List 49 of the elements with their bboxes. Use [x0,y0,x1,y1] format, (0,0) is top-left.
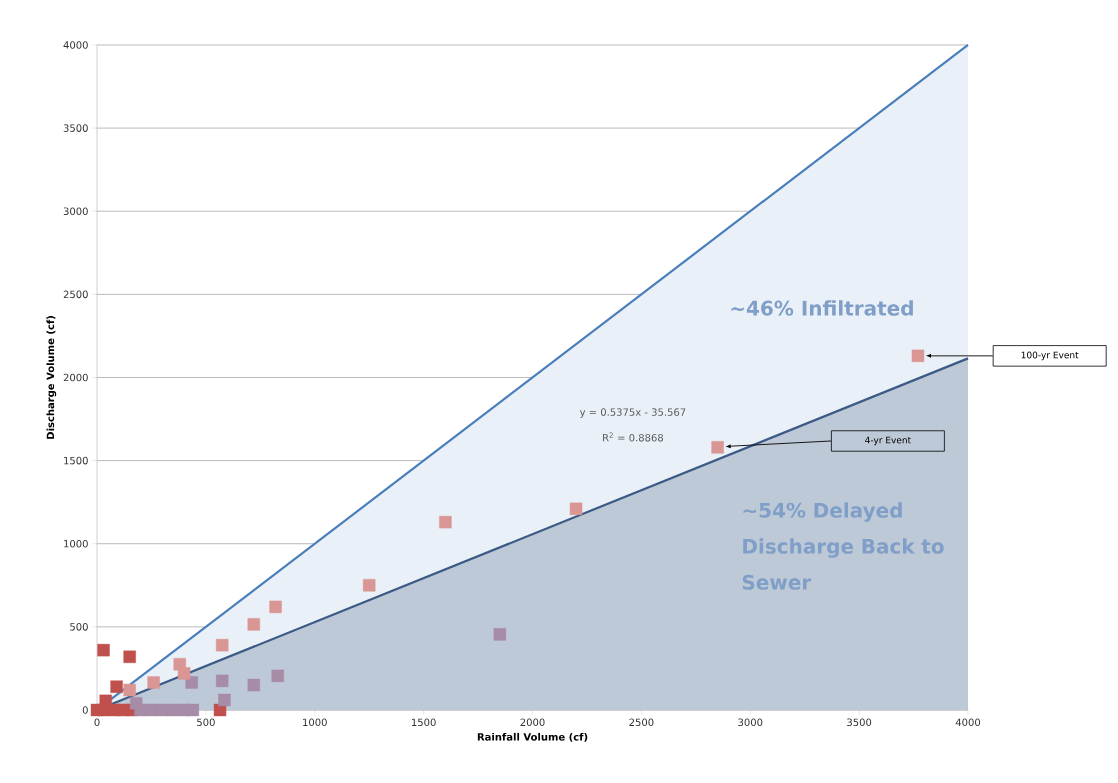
annotation: R$^{2}$ = 0.8868 [603,432,663,442]
annotation: 4-yr Event [865,436,911,446]
point [218,693,231,707]
y-tick-label: 3000 [63,207,88,216]
point [911,349,925,363]
y-axis-title: Discharge Volume (cf) [46,316,57,439]
point [363,579,376,592]
annotation: ~54% Delayed Discharge Back to Sewer [742,502,944,590]
y-tick-label: 1500 [64,456,88,465]
x-tick-label: 1000 [303,718,327,727]
point [123,650,136,663]
y-tick-label: 0 [82,706,88,714]
y-tick-label: 2500 [63,290,88,299]
point [247,678,260,692]
y-tick-label: 3500 [63,124,88,132]
x-tick-label: 0 [94,718,100,727]
annotation: y = 0.5375x - 35.567 [579,408,686,418]
point [711,441,724,454]
y-tick-label: 500 [70,623,88,631]
point [439,515,452,529]
x-tick-label: 2000 [520,718,545,727]
point [145,703,158,717]
point [247,618,260,631]
y-tick-label: 2000 [63,373,88,382]
annotation: ~46% Infiltrated [731,300,913,316]
point [216,638,229,652]
point [216,674,229,688]
point [97,643,110,657]
point [493,628,507,641]
x-tick-label: 1500 [412,718,436,727]
x-tick-label: 500 [197,718,215,727]
point [156,703,169,717]
text: 100-yr Event [1021,351,1079,361]
point [269,600,282,614]
point [130,697,143,710]
point [123,683,136,697]
point [177,667,191,680]
point [147,676,160,689]
x-axis-title: Rainfall Volume (cf) [477,732,588,742]
x-tick-label: 3000 [738,718,763,727]
point [271,669,284,683]
y-tick-label: 4000 [63,41,88,49]
point [186,703,200,717]
point [110,680,123,693]
x-tick-label: 4000 [955,718,981,727]
point [569,502,583,516]
y-tick-label: 1000 [64,539,88,548]
x-tick-label: 3500 [847,718,872,727]
x-tick-label: 2500 [629,718,654,727]
